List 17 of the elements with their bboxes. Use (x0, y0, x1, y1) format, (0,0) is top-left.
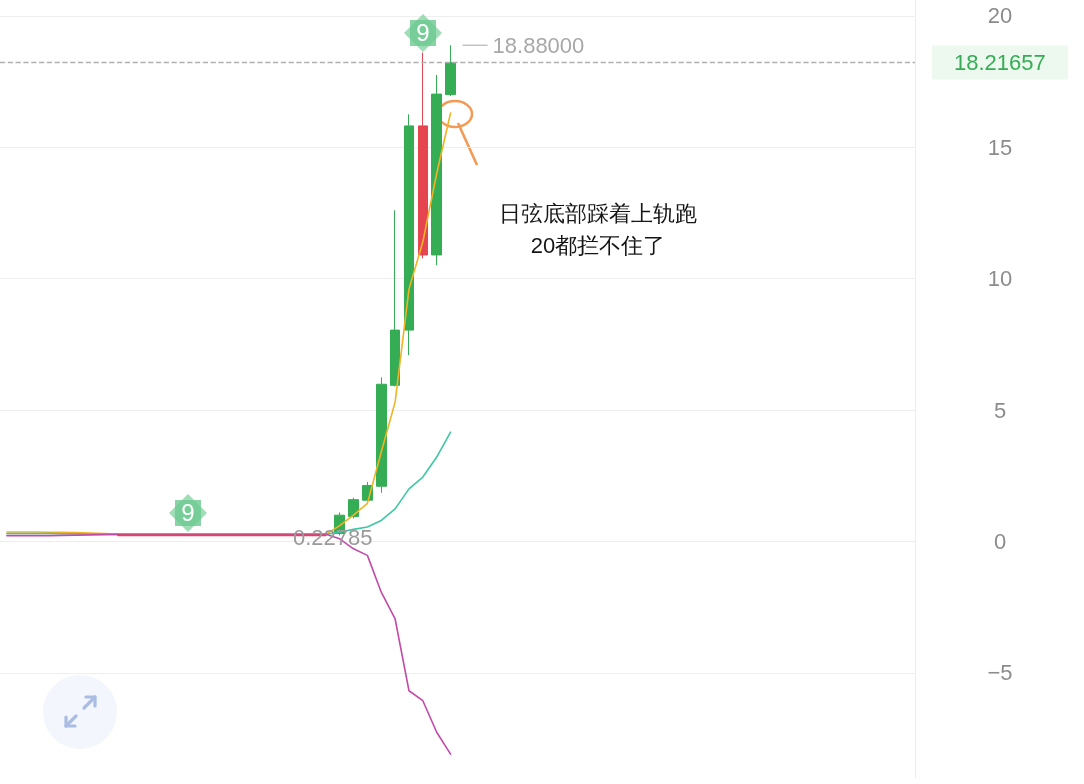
candlestick (418, 52, 428, 259)
y-tick-label: 10 (987, 266, 1013, 292)
ref-line-label: 18.21657 (954, 50, 1046, 76)
candlestick (348, 497, 359, 519)
candlestick (376, 376, 387, 494)
y-tick-label: 0 (993, 528, 1007, 554)
y-tick-label: 5 (993, 397, 1007, 423)
candlestick (431, 74, 442, 266)
candlestick (390, 209, 400, 387)
y-tick-label: −5 (987, 660, 1013, 686)
y-tick-label: 20 (987, 3, 1013, 29)
annotation: 18.88000 (492, 32, 585, 58)
annotation: 日弦底部踩着上轨跑 (499, 200, 697, 226)
y-tick-label: 15 (987, 134, 1013, 160)
annotation: 20都拦不住了 (530, 232, 666, 258)
candlestick (404, 113, 414, 356)
candlestick (445, 44, 456, 97)
